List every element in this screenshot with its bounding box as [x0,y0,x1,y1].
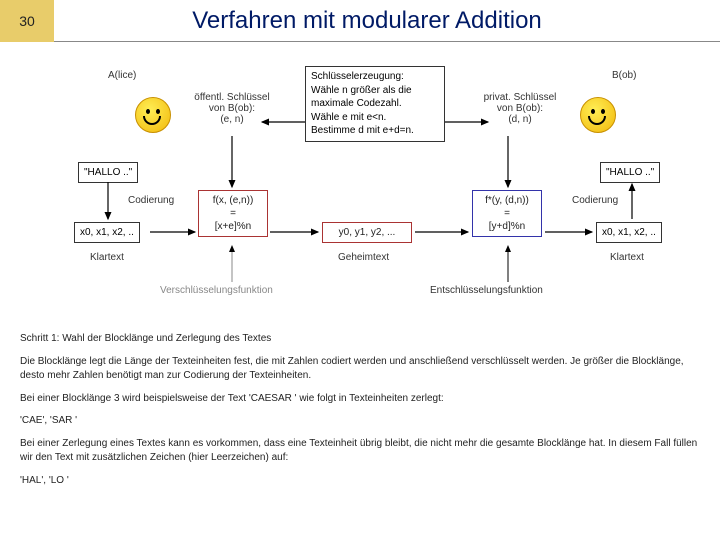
page-number: 30 [0,0,54,42]
keygen-l3: Wähle e mit e<n. [311,112,386,123]
keygen-l1: Wähle n größer als die [311,85,412,96]
dec-f2: [y+d]%n [489,221,525,232]
bob-key-line1: privat. Schlüssel [484,92,557,103]
body-p1: Die Blocklänge legt die Länge der Textei… [20,355,700,384]
xseq-left-box: x0, x1, x2, .. [74,222,140,243]
xseq-right-box: x0, x1, x2, .. [596,222,662,243]
enc-func-label: Verschlüsselungsfunktion [160,285,273,296]
klartext-right: Klartext [610,252,644,263]
alice-smiley-icon [135,97,171,133]
enc-f1: f(x, (e,n)) [213,195,254,206]
bob-key-line2: von B(ob): [497,103,543,114]
enc-f2: [x+e]%n [215,221,251,232]
klartext-left: Klartext [90,252,124,263]
body-p4: Bei einer Zerlegung eines Textes kann es… [20,437,700,466]
keygen-title: Schlüsselerzeugung: [311,71,404,82]
dec-func-label: Entschlüsselungsfunktion [430,285,543,296]
slide-header: 30 Verfahren mit modularer Addition [0,0,720,42]
keygen-box: Schlüsselerzeugung: Wähle n größer als d… [305,66,445,142]
keygen-l2: maximale Codezahl. [311,98,402,109]
alice-label: A(lice) [108,70,136,81]
alice-key-line3: (e, n) [220,114,243,125]
body-text: Schritt 1: Wahl der Blocklänge und Zerle… [0,322,720,506]
codierung-right: Codierung [572,195,618,206]
enc-eq: = [230,208,236,219]
alice-key-line1: öffentl. Schlüssel [194,92,269,103]
step-heading: Schritt 1: Wahl der Blocklänge und Zerle… [20,332,700,347]
bob-label: B(ob) [612,70,636,81]
bob-key-line3: (d, n) [508,114,531,125]
slide-title: Verfahren mit modularer Addition [54,7,720,35]
dec-eq: = [504,208,510,219]
body-p5: 'HAL', 'LO ' [20,474,700,489]
yseq-box: y0, y1, y2, ... [322,222,412,243]
dec-func-box: f*(y, (d,n)) = [y+d]%n [472,190,542,237]
alice-key-line2: von B(ob): [209,103,255,114]
geheimtext-label: Geheimtext [338,252,389,263]
enc-func-box: f(x, (e,n)) = [x+e]%n [198,190,268,237]
bob-smiley-icon [580,97,616,133]
crypto-diagram: A(lice) öffentl. Schlüssel von B(ob): (e… [0,42,720,322]
body-p3: 'CAE', 'SAR ' [20,414,700,429]
hallo-left: "HALLO .." [78,162,138,183]
dec-f1: f*(y, (d,n)) [485,195,529,206]
keygen-l4: Bestimme d mit e+d=n. [311,125,414,136]
codierung-left: Codierung [128,195,174,206]
body-p2: Bei einer Blocklänge 3 wird beispielswei… [20,392,700,407]
hallo-right: "HALLO .." [600,162,660,183]
